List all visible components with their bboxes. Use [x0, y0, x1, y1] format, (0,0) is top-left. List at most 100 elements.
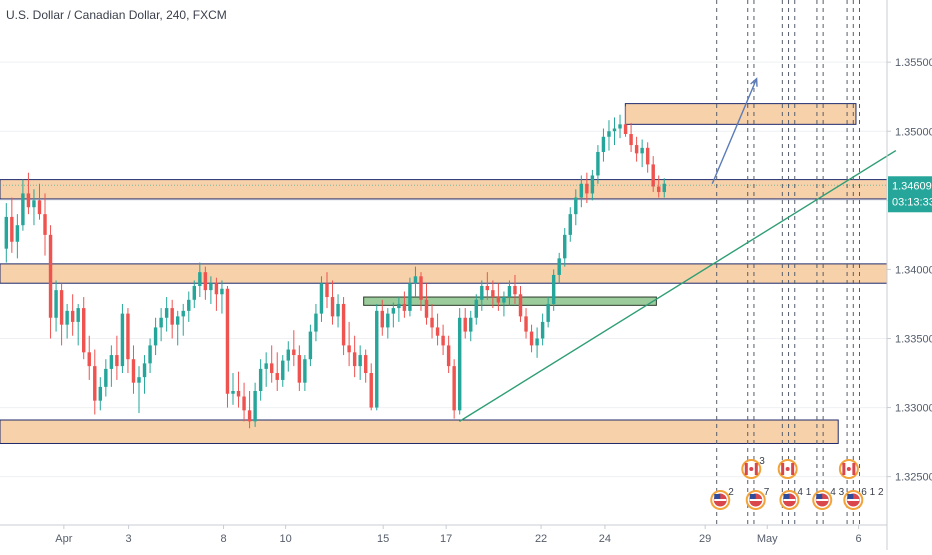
- candle-body-down: [634, 145, 639, 154]
- candle-body-up: [607, 131, 611, 137]
- candle-body-up: [408, 283, 412, 311]
- candle-body-up: [231, 390, 235, 394]
- event-marker-layer: 2 3 7 4 1 4 3 6 1 2: [710, 456, 884, 510]
- candle-body-down: [82, 308, 86, 353]
- time-axis[interactable]: Apr 3 8 10 15 17 22 24 29 May 6: [55, 525, 862, 545]
- us-flag-event-icon[interactable]: 2: [710, 487, 734, 510]
- flag-stripe: [714, 499, 727, 501]
- candle-body-up: [187, 299, 191, 311]
- candle-body-down: [419, 276, 423, 300]
- price-tick-label: 1.35000: [895, 126, 932, 138]
- candle-body-down: [524, 316, 528, 332]
- candle-body-up: [286, 349, 291, 361]
- candle-body-up: [148, 345, 152, 364]
- candle-body-up: [209, 283, 213, 291]
- flag-band: [744, 463, 748, 475]
- time-tick-label: Apr: [55, 533, 72, 545]
- minor-zone[interactable]: [363, 296, 657, 306]
- candle-layer: [4, 106, 666, 429]
- flag-canton: [816, 494, 823, 499]
- projection-arrow-line[interactable]: [711, 78, 758, 185]
- candle-body-up: [198, 272, 202, 286]
- candle-body-up: [612, 128, 617, 132]
- candle-body-up: [640, 147, 644, 154]
- candle-body-up: [502, 297, 506, 303]
- candle-body-down: [37, 200, 42, 215]
- us-flag-event-icon[interactable]: 4 1: [779, 487, 812, 510]
- candle-body-up: [54, 290, 58, 318]
- candle-body-up: [590, 175, 595, 194]
- event-count-label: 2: [728, 487, 734, 498]
- support-resistance-zone[interactable]: [0, 179, 888, 200]
- projection-arrow-head: [750, 77, 758, 87]
- candle-body-up: [618, 124, 622, 129]
- candle-body-down: [424, 299, 429, 318]
- price-badge-layer: 1.34609 03:13:33: [0, 176, 932, 213]
- price-tick-label: 1.32500: [895, 472, 932, 484]
- time-tick-label: 6: [856, 533, 862, 545]
- candle-body-down: [441, 335, 445, 346]
- candle-body-down: [430, 317, 434, 328]
- candle-body-up: [109, 355, 114, 369]
- candle-body-down: [529, 331, 534, 346]
- candle-body-up: [474, 299, 478, 318]
- candle-body-up: [159, 317, 163, 328]
- candle-body-up: [258, 368, 263, 391]
- candle-body-down: [26, 193, 31, 208]
- us-flag-event-icon[interactable]: 4 3: [812, 487, 845, 510]
- us-flag-event-icon[interactable]: 7: [745, 487, 770, 510]
- candle-body-up: [457, 317, 462, 411]
- candle-body-down: [48, 234, 53, 318]
- maple-leaf: [846, 467, 851, 471]
- candle-body-up: [76, 308, 80, 322]
- candle-body-up: [137, 377, 141, 383]
- flag-stripe: [783, 499, 796, 501]
- trendline[interactable]: [459, 149, 897, 422]
- flag-band: [852, 463, 856, 475]
- ca-flag-event-icon[interactable]: [777, 459, 798, 479]
- event-count-label: 3: [759, 456, 765, 467]
- candle-body-up: [164, 308, 169, 318]
- candle-body-down: [214, 283, 219, 295]
- time-tick-label: 15: [377, 533, 389, 545]
- candle-body-down: [131, 359, 136, 383]
- flag-canton: [749, 494, 756, 499]
- candle-body-down: [496, 297, 501, 303]
- flag-band: [791, 463, 795, 475]
- candle-body-up: [662, 183, 666, 193]
- candle-body-down: [236, 390, 241, 397]
- candle-body-up: [563, 234, 567, 259]
- time-tick-label: 22: [535, 533, 547, 545]
- ca-flag-event-icon[interactable]: 3: [741, 456, 765, 479]
- us-flag-event-icon[interactable]: 6 1 2: [843, 487, 884, 510]
- candle-body-up: [104, 368, 108, 387]
- last-price-label: 1.34609: [892, 180, 932, 192]
- candle-body-down: [369, 373, 373, 408]
- candle-body-down: [292, 349, 296, 356]
- event-count-label: 7: [764, 487, 770, 498]
- ca-flag-event-icon[interactable]: [838, 459, 859, 479]
- candle-body-up: [601, 136, 606, 152]
- flag-band: [842, 463, 846, 475]
- event-count-label: 4 3: [830, 487, 844, 498]
- flag-stripe: [847, 499, 860, 501]
- candle-body-up: [574, 197, 578, 215]
- candle-body-up: [579, 183, 584, 198]
- drawing-layer: [459, 77, 897, 422]
- candle-body-down: [225, 288, 230, 394]
- candle-body-up: [469, 317, 473, 332]
- chart-title: U.S. Dollar / Canadian Dollar, 240, FXCM: [6, 8, 227, 22]
- maple-leaf: [749, 467, 754, 471]
- candle-body-down: [629, 134, 633, 146]
- candle-body-up: [413, 276, 418, 284]
- support-resistance-zone[interactable]: [624, 103, 857, 125]
- candle-body-down: [657, 186, 661, 193]
- candle-body-down: [518, 294, 523, 317]
- flag-band: [754, 463, 758, 475]
- candle-body-down: [513, 285, 517, 295]
- support-resistance-zone[interactable]: [0, 419, 839, 444]
- candle-body-up: [568, 214, 572, 235]
- candle-body-down: [59, 290, 64, 325]
